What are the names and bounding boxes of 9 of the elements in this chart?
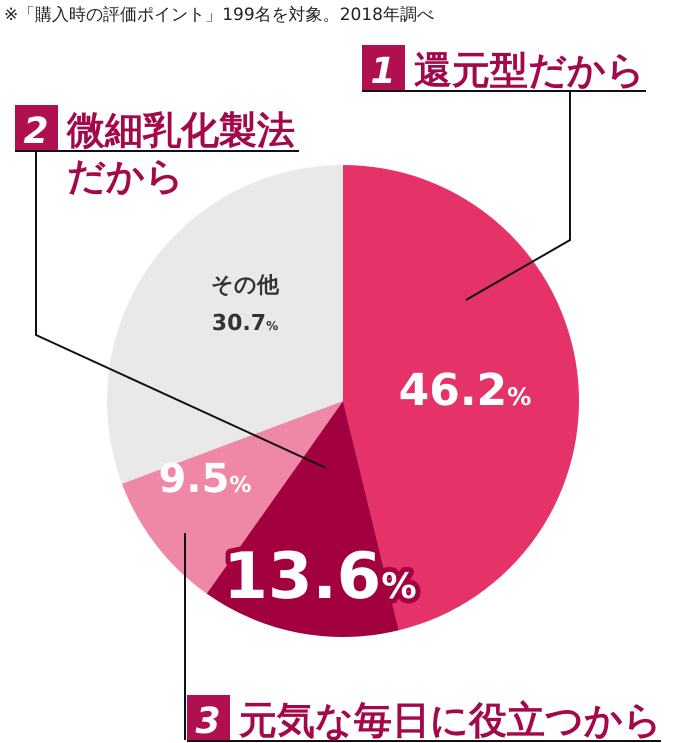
data-label: 46.2% bbox=[398, 365, 532, 416]
data-label: 30.7% bbox=[212, 311, 278, 336]
data-label: 13.6% bbox=[223, 540, 417, 614]
slice-label: 3 元気な毎日に役立つから bbox=[195, 698, 662, 742]
chart-title: ※「購入時の評価ポイント」199名を対象。2018年調べ bbox=[4, 5, 434, 25]
slice-label: 1 還元型だから bbox=[370, 48, 645, 92]
data-label: 9.5% bbox=[158, 456, 252, 502]
slice-label: 2 微細乳化製法だから bbox=[23, 108, 295, 198]
slice-label: その他 bbox=[211, 273, 280, 298]
